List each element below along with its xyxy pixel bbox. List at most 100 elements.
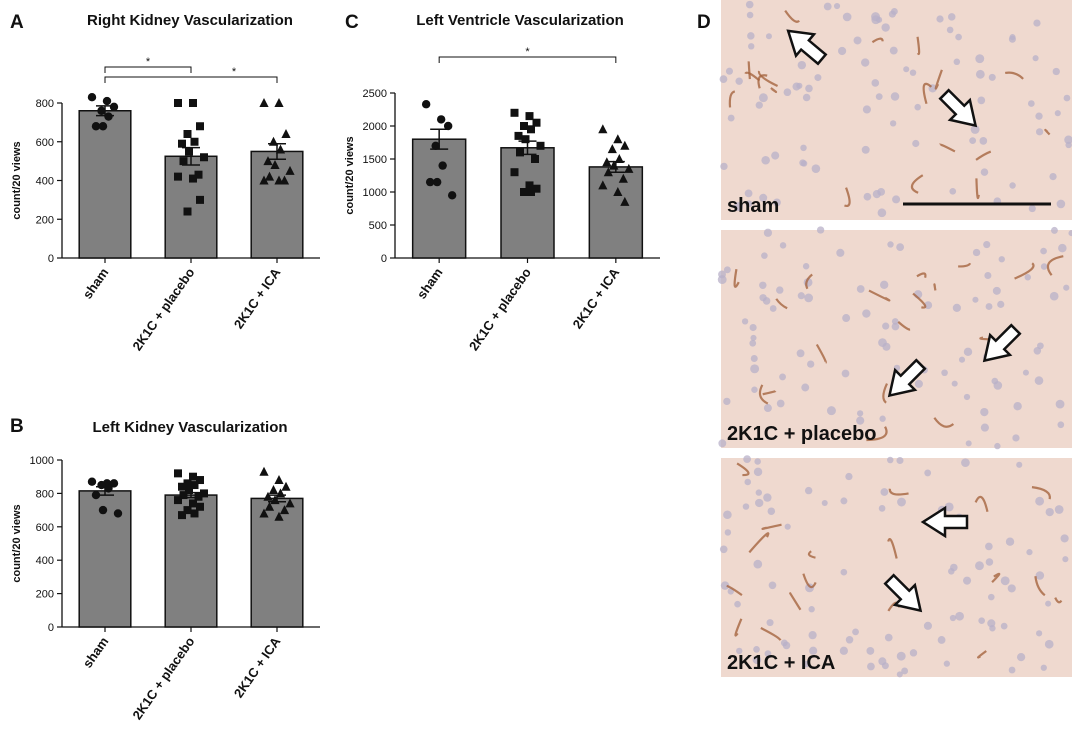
nucleus [923,621,932,630]
data-point [602,157,612,167]
data-point [285,165,295,175]
nucleus [755,498,764,508]
nucleus [937,636,946,644]
nucleus [903,66,910,73]
data-point [525,112,534,121]
nucleus [896,457,904,465]
nucleus [727,114,735,122]
nucleus [734,202,744,212]
data-point [263,156,273,166]
data-point [264,501,275,511]
data-point [516,148,524,157]
chart-title: Left Ventricle Vascularization [416,12,624,29]
nucleus [983,240,991,249]
nucleus [801,383,810,392]
data-point [98,122,108,131]
nucleus [784,523,791,530]
nucleus [1044,639,1054,649]
vessel [815,343,827,364]
nucleus [1032,55,1039,62]
nucleus [963,347,973,357]
vessel [734,618,743,637]
nucleus [821,499,828,507]
significance-bracket [438,56,617,63]
vessel [1004,71,1024,80]
nucleus [963,393,971,401]
nucleus [759,294,767,302]
nucleus [1052,67,1060,76]
y-tick-label: 2000 [363,121,387,133]
nucleus [752,655,762,665]
nucleus [867,662,875,671]
vessel [728,90,736,108]
nucleus [771,151,780,160]
nucleus [1068,230,1072,237]
x-tick-label: sham [80,265,112,301]
nucleus [1063,94,1071,102]
bar [411,138,467,259]
data-point [436,115,446,124]
micrograph-bg [721,0,1072,220]
nucleus [881,23,890,32]
data-point [624,163,634,173]
data-point [104,112,113,121]
image-label: 2K1C + ICA [727,652,835,674]
nucleus [1009,182,1016,189]
nucleus [718,439,727,448]
vessel [770,87,778,94]
nucleus [776,286,784,294]
nucleus [1005,537,1015,546]
nucleus [1016,461,1023,468]
nucleus [796,82,803,89]
nucleus [808,631,817,640]
nucleus [836,248,845,257]
data-point [185,486,193,495]
nucleus [808,606,815,613]
vessel [784,9,800,23]
data-point [281,129,291,138]
nucleus [750,355,758,363]
nucleus [797,60,807,70]
y-tick-label: 0 [48,622,54,634]
data-point [620,140,630,150]
nucleus [763,404,772,413]
nucleus [979,137,988,145]
nucleus [724,529,732,536]
nucleus [955,33,962,41]
nucleus [914,103,921,111]
nucleus [840,568,848,576]
vessel [871,37,884,44]
data-point [432,177,442,187]
data-point [520,188,528,196]
vessel [762,390,777,396]
data-point [194,170,203,179]
vessel [958,262,972,268]
y-tick-label: 400 [36,176,54,188]
nucleus [842,314,851,323]
y-tick-label: 800 [36,488,54,500]
y-tick-label: 200 [36,589,54,601]
nucleus [838,46,847,56]
data-point [275,488,286,498]
nucleus [769,305,777,312]
vessel [1034,576,1046,597]
nucleus [839,646,848,655]
nucleus [852,628,859,636]
nucleus [1060,534,1069,543]
vessel [744,71,761,82]
data-point [618,173,628,183]
vessel [916,272,927,278]
nucleus [1000,622,1008,630]
nucleus [871,12,880,22]
vessel [974,495,989,513]
nucleus [1027,100,1035,107]
nucleus [882,322,890,330]
nucleus [949,614,957,622]
data-point [178,482,186,491]
nucleus [809,646,818,655]
nucleus [805,583,815,593]
data-point [183,479,192,488]
nucleus [804,293,814,303]
nucleus [1049,172,1057,181]
vessel [910,174,924,194]
